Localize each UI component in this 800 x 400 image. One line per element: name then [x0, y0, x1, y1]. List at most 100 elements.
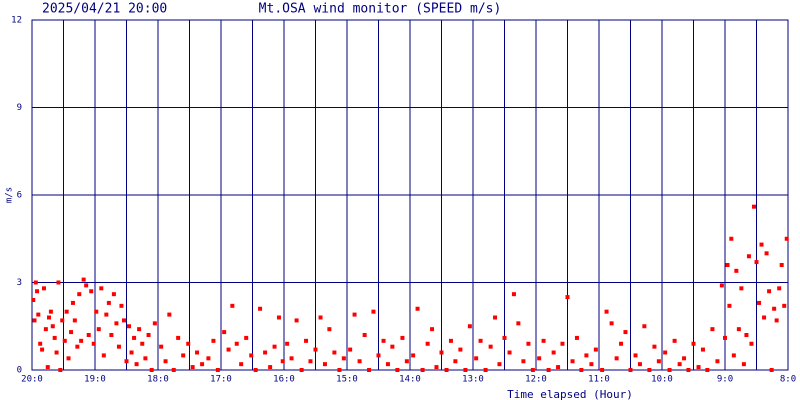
- data-point: [774, 318, 779, 323]
- data-point: [163, 359, 168, 364]
- data-point: [47, 315, 52, 320]
- chart-title: Mt.OSA wind monitor (SPEED m/s): [259, 2, 502, 17]
- data-point: [511, 292, 516, 297]
- data-point: [86, 333, 91, 337]
- data-point: [739, 286, 744, 291]
- x-tick-label: 20:0: [21, 375, 43, 385]
- data-point: [263, 350, 268, 355]
- data-point: [667, 368, 672, 372]
- data-point: [75, 344, 80, 349]
- data-point: [308, 359, 313, 364]
- data-point: [58, 368, 63, 372]
- data-point: [395, 368, 400, 372]
- data-point: [710, 327, 715, 332]
- data-point: [72, 318, 77, 323]
- data-point: [574, 335, 579, 340]
- data-point: [32, 318, 37, 323]
- data-point: [381, 338, 386, 343]
- data-point: [239, 362, 244, 367]
- data-point: [200, 362, 205, 367]
- data-point: [36, 312, 41, 317]
- data-point: [565, 295, 570, 300]
- data-point: [40, 347, 45, 352]
- data-point: [195, 350, 200, 355]
- data-point: [725, 263, 730, 267]
- data-point: [137, 327, 142, 332]
- x-tick-label: 11:0: [588, 375, 610, 385]
- data-point: [50, 324, 55, 329]
- data-point: [357, 359, 362, 364]
- data-point: [62, 338, 67, 343]
- data-point: [31, 298, 36, 302]
- x-tick-label: 19:0: [84, 375, 106, 385]
- data-point: [600, 368, 605, 372]
- data-point: [362, 333, 367, 337]
- data-point: [81, 277, 86, 282]
- data-point: [171, 368, 176, 372]
- data-point: [121, 318, 126, 323]
- data-point: [526, 341, 531, 346]
- x-tick-label: 14:0: [399, 375, 421, 385]
- data-point: [727, 303, 732, 308]
- data-point: [149, 368, 154, 372]
- y-tick-label: 9: [17, 103, 22, 113]
- data-point: [782, 303, 787, 308]
- data-point: [52, 335, 57, 340]
- x-tick-label: 12:0: [525, 375, 547, 385]
- data-point: [299, 368, 304, 372]
- data-point: [226, 347, 231, 352]
- data-point: [390, 344, 395, 349]
- data-point: [623, 330, 628, 335]
- data-point: [719, 283, 724, 288]
- data-point: [91, 341, 96, 346]
- data-point: [258, 306, 263, 311]
- data-point: [322, 362, 327, 367]
- data-point: [614, 356, 619, 361]
- data-point: [48, 309, 53, 314]
- data-point: [628, 368, 633, 372]
- data-point: [691, 341, 696, 346]
- data-point: [186, 341, 191, 346]
- data-point: [190, 365, 195, 370]
- data-point: [502, 335, 507, 340]
- data-point: [507, 350, 512, 355]
- data-point: [79, 338, 84, 343]
- data-point: [652, 344, 657, 349]
- data-point: [754, 260, 759, 265]
- data-point: [537, 356, 542, 361]
- data-point: [425, 341, 430, 346]
- data-point: [41, 286, 46, 291]
- data-point: [38, 341, 43, 346]
- data-point: [705, 368, 710, 372]
- data-point: [772, 306, 777, 311]
- x-tick-label: 17:0: [210, 375, 232, 385]
- data-point: [294, 318, 299, 323]
- data-point: [332, 350, 337, 355]
- data-point: [647, 368, 652, 372]
- data-point: [376, 353, 381, 358]
- data-point: [530, 368, 535, 372]
- data-point: [589, 362, 594, 367]
- data-point: [642, 324, 647, 329]
- data-point: [285, 341, 290, 346]
- data-point: [94, 309, 99, 314]
- data-point: [663, 350, 668, 355]
- data-point: [96, 327, 101, 332]
- data-point: [734, 268, 739, 273]
- data-point: [560, 341, 565, 346]
- data-point: [327, 327, 332, 332]
- data-point: [280, 359, 285, 364]
- data-point: [556, 365, 561, 370]
- y-tick-label: 3: [17, 278, 22, 288]
- data-point: [268, 365, 273, 370]
- data-point: [371, 309, 376, 314]
- data-point: [474, 356, 479, 361]
- y-tick-label: 6: [17, 191, 22, 201]
- data-point: [604, 309, 609, 314]
- data-point: [744, 333, 749, 337]
- data-point: [109, 333, 114, 337]
- data-point: [439, 350, 444, 355]
- data-point: [167, 312, 172, 317]
- data-point: [757, 300, 762, 305]
